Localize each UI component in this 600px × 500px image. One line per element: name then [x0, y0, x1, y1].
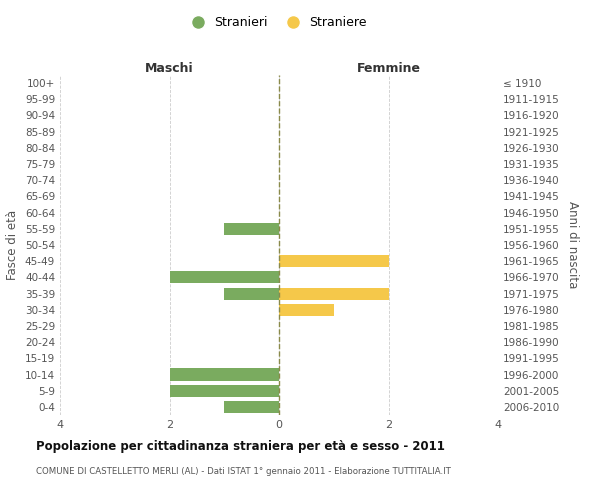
Text: Maschi: Maschi	[145, 62, 194, 75]
Text: COMUNE DI CASTELLETTO MERLI (AL) - Dati ISTAT 1° gennaio 2011 - Elaborazione TUT: COMUNE DI CASTELLETTO MERLI (AL) - Dati …	[36, 468, 451, 476]
Y-axis label: Anni di nascita: Anni di nascita	[566, 202, 579, 288]
Bar	[279, 288, 389, 300]
Bar	[224, 401, 279, 413]
Text: Femmine: Femmine	[356, 62, 421, 75]
Bar	[170, 384, 279, 397]
Bar	[279, 304, 334, 316]
Legend: Stranieri, Straniere: Stranieri, Straniere	[181, 11, 371, 34]
Bar	[170, 368, 279, 380]
Text: Popolazione per cittadinanza straniera per età e sesso - 2011: Popolazione per cittadinanza straniera p…	[36, 440, 445, 453]
Bar	[224, 288, 279, 300]
Bar	[170, 272, 279, 283]
Y-axis label: Fasce di età: Fasce di età	[7, 210, 19, 280]
Bar	[224, 222, 279, 235]
Bar	[279, 255, 389, 268]
